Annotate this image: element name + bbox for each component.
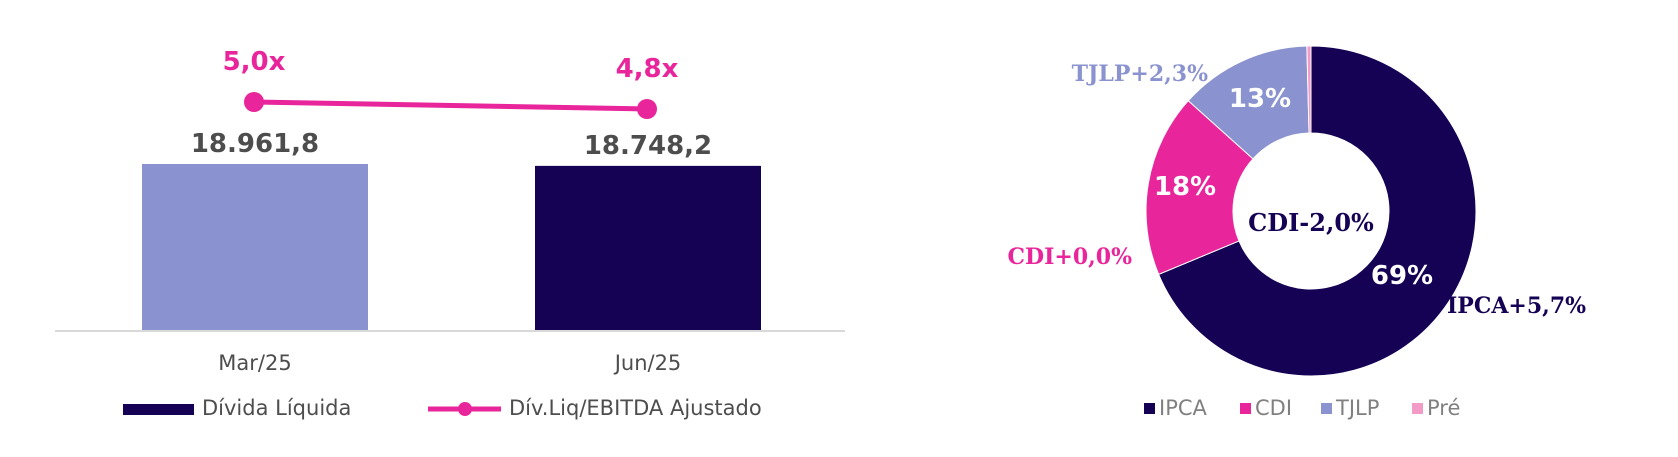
donut-legend-swatch-pre [1412, 403, 1423, 414]
donut-callout-tjlp: TJLP+2,3% [1072, 61, 1209, 87]
ratio-point-jun-25 [637, 99, 657, 119]
bar-jun-25 [535, 165, 761, 330]
x-tick-label: Jun/25 [613, 351, 682, 375]
x-tick-label: Mar/25 [218, 351, 291, 375]
donut-legend-label-ipca: IPCA [1159, 396, 1208, 420]
legend-label-ratio: Dív.Liq/EBITDA Ajustado [509, 396, 762, 420]
donut-legend-label-tjlp: TJLP [1335, 396, 1379, 420]
donut-pct-label-ipca: 69% [1371, 261, 1433, 291]
donut-legend-swatch-ipca [1144, 403, 1155, 414]
ratio-value-label: 5,0x [223, 47, 286, 77]
ratio-value-label: 4,8x [616, 54, 679, 84]
legend-label-divida-liquida: Dívida Líquida [202, 396, 351, 420]
donut-slice-pre [1306, 45, 1312, 134]
donut-legend-swatch-tjlp [1321, 403, 1332, 414]
donut-legend-swatch-cdi [1240, 403, 1251, 414]
debt-bar-chart: 18.961,8 18.748,2 5,0x 4,8x Mar/25 Jun/25 D… [55, 47, 845, 420]
donut-callout-cdi: CDI+0,0% [1008, 244, 1133, 270]
donut-slice-ipca [1158, 45, 1477, 377]
donut-pct-label-cdi: 18% [1154, 172, 1216, 202]
donut-pct-label-tjlp: 13% [1229, 84, 1291, 114]
bar-value-label: 18.748,2 [584, 131, 712, 161]
ratio-series-line [253, 99, 648, 112]
donut-legend-label-cdi: CDI [1255, 396, 1292, 420]
donut-callout-ipca: IPCA+5,7% [1447, 293, 1586, 319]
donut-center-label: CDI-2,0% [1248, 208, 1374, 237]
donut-legend-label-pre: Pré [1427, 396, 1460, 420]
legend-swatch-divida-liquida [123, 404, 194, 415]
donut-slice-cdi [1145, 99, 1254, 276]
bar-mar-25 [142, 164, 368, 330]
legend-swatch-ratio-marker [458, 402, 472, 416]
debt-indexer-donut-chart: CDI-2,0% 69% 18% 13% IPCA+5,7% CDI+0,0% TJLP… [1008, 45, 1586, 420]
bar-value-label: 18.961,8 [191, 129, 319, 159]
ratio-point-mar-25 [244, 92, 264, 112]
